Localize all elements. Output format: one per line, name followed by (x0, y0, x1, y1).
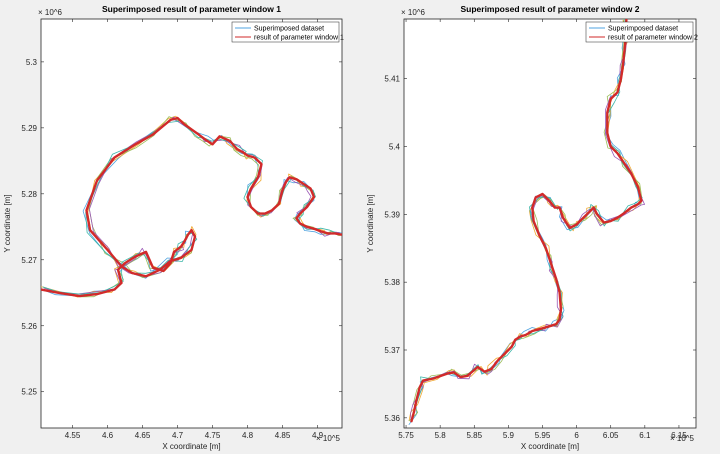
chart-title-2: Superimposed result of parameter window … (460, 4, 639, 14)
x-tick-label-2: 6.1 (639, 431, 651, 440)
y-exponent-2: × 10^6 (401, 8, 426, 17)
x-ticks-2: 5.75 5.8 5.85 5.9 5.95 6 6.05 6.1 6.15 (398, 19, 687, 440)
y-tick-label-2: 5.36 (384, 414, 400, 423)
legend-2: Superimposed dataset result of parameter… (585, 21, 698, 43)
y-tick-label-1: 5.3 (26, 58, 38, 67)
x-tick-label-1: 4.55 (65, 431, 81, 440)
legend-label-result-2: result of parameter window 2 (608, 35, 698, 42)
y-tick-label-2: 5.37 (384, 346, 400, 355)
legend-label-superimposed-2: Superimposed dataset (608, 26, 678, 33)
legend-box-1 (231, 21, 340, 43)
y-tick-label-2: 5.4 (389, 143, 401, 152)
legend-box-2 (585, 21, 694, 43)
legend-1: Superimposed dataset result of parameter… (231, 21, 344, 43)
y-exponent-1: × 10^6 (38, 8, 63, 17)
y-tick-label-1: 5.28 (21, 190, 37, 199)
x-axis-label-2: X coordinate [m] (521, 442, 579, 451)
x-exponent-2: × 10^5 (670, 434, 695, 443)
y-tick-label-1: 5.26 (21, 322, 37, 331)
x-tick-label-1: 4.75 (205, 431, 221, 440)
chart-title-1: Superimposed result of parameter window … (102, 4, 281, 14)
legend-label-result-1: result of parameter window 1 (254, 35, 344, 42)
superimposed-trace-2-3 (408, 19, 643, 422)
x-exponent-1: × 10^5 (316, 434, 341, 443)
y-tick-label-2: 5.39 (384, 210, 400, 219)
y-axis-label-2: Y coordinate [m] (366, 194, 375, 252)
x-tick-label-2: 6 (574, 431, 579, 440)
series-group-1 (41, 115, 342, 298)
x-tick-label-2: 5.95 (535, 431, 551, 440)
plot-area-1 (40, 18, 343, 429)
y-tick-label-2: 5.38 (384, 278, 400, 287)
y-axis-label-1: Y coordinate [m] (3, 194, 12, 252)
chart-panel-1: Superimposed result of parameter window … (3, 4, 344, 451)
x-tick-label-1: 4.9 (312, 431, 324, 440)
result-line-2 (410, 19, 643, 423)
x-tick-label-2: 6.05 (603, 431, 619, 440)
y-ticks-1: 5.25 5.26 5.27 5.28 5.29 5.3 (21, 58, 342, 397)
x-tick-label-2: 5.75 (398, 431, 414, 440)
y-tick-label-2: 5.41 (384, 75, 400, 84)
x-tick-label-2: 5.8 (435, 431, 447, 440)
x-tick-label-2: 5.9 (503, 431, 515, 440)
y-ticks-2: 5.36 5.37 5.38 5.39 5.4 5.41 (384, 75, 696, 423)
x-tick-label-1: 4.65 (135, 431, 151, 440)
plot-area-2 (403, 18, 697, 429)
y-tick-label-1: 5.29 (21, 124, 37, 133)
chart-panel-2: Superimposed result of parameter window … (366, 4, 698, 451)
x-tick-label-1: 4.85 (275, 431, 291, 440)
x-ticks-1: 4.55 4.6 4.65 4.7 4.75 4.8 4.85 4.9 (65, 19, 324, 440)
x-tick-label-1: 4.7 (172, 431, 184, 440)
legend-label-superimposed-1: Superimposed dataset (254, 26, 324, 33)
result-line-1 (41, 116, 342, 298)
x-axis-label-1: X coordinate [m] (162, 442, 220, 451)
x-tick-label-1: 4.8 (242, 431, 254, 440)
y-tick-label-1: 5.27 (21, 256, 37, 265)
x-tick-label-1: 4.6 (102, 431, 114, 440)
x-tick-label-2: 6.15 (671, 431, 687, 440)
series-group-2 (408, 19, 645, 426)
y-tick-label-1: 5.25 (21, 388, 37, 397)
x-tick-label-2: 5.85 (466, 431, 482, 440)
